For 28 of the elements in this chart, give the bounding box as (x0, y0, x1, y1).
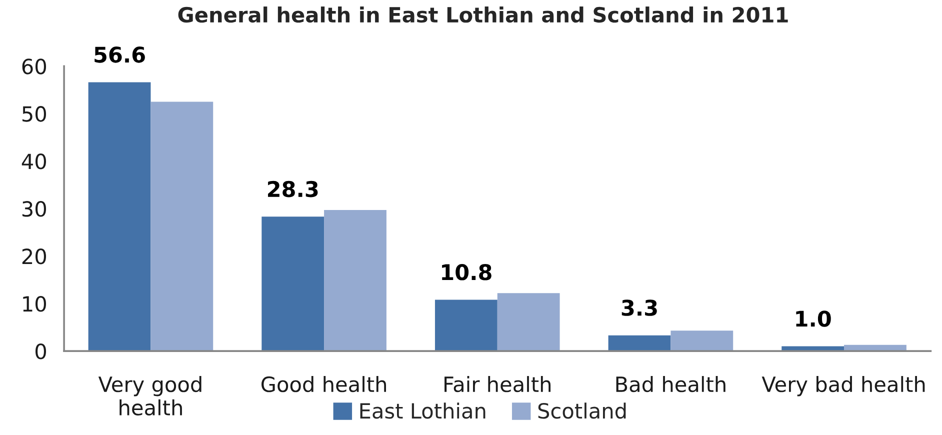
y-tick-label: 0 (36, 344, 46, 360)
bar (608, 335, 671, 352)
y-tick-label: 10 (23, 296, 46, 312)
y-tick-label: 20 (22, 248, 46, 264)
data-label: 10.8 (442, 264, 492, 280)
bar (150, 102, 214, 352)
legend-label: Scotland (538, 402, 626, 419)
bar (324, 210, 386, 352)
x-tick-label: Bad health (616, 376, 726, 392)
data-label: 3.3 (622, 300, 657, 316)
legend-label: East Lothian (360, 402, 486, 419)
chart-title: General health in East Lothian and Scotland in 2011 (178, 6, 788, 23)
x-tick-label: Very good health (98, 376, 202, 416)
data-label: 1.0 (796, 310, 831, 327)
bar (262, 216, 324, 352)
bar (497, 293, 560, 352)
data-label: 56.6 (94, 46, 145, 63)
y-tick-label: 50 (22, 106, 46, 122)
y-tick-label: 60 (22, 58, 46, 74)
y-tick-label: 40 (22, 154, 46, 170)
x-tick-label: Very bad health (762, 376, 925, 396)
x-tick-label: Good health (262, 376, 386, 392)
x-tick-label: Fair health (444, 376, 550, 392)
bar (88, 82, 151, 352)
bar (670, 330, 734, 352)
data-label: 28.3 (268, 180, 318, 198)
bar (434, 300, 498, 352)
y-tick-label: 30 (22, 201, 46, 217)
